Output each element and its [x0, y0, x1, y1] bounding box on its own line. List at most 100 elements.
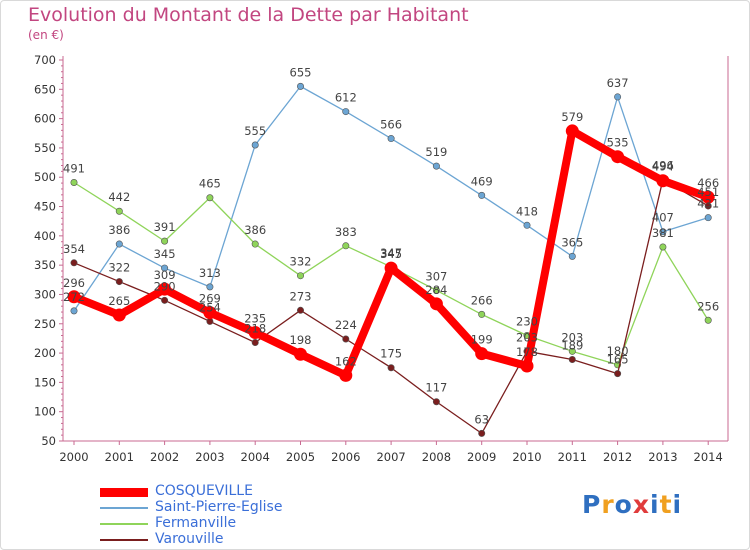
x-tick-label: 2003	[195, 450, 224, 464]
data-label: 224	[335, 318, 357, 332]
x-tick-label: 2002	[150, 450, 179, 464]
data-point	[115, 240, 123, 248]
data-point	[387, 364, 395, 372]
data-label: 203	[561, 330, 583, 344]
legend-label: COSQUEVILLE	[155, 483, 253, 499]
data-point	[659, 228, 667, 236]
chart-title: Evolution du Montant de la Dette par Hab…	[28, 4, 469, 26]
data-point	[523, 221, 531, 229]
data-point	[296, 82, 304, 90]
data-label: 63	[474, 412, 489, 426]
data-label: 199	[471, 333, 493, 347]
y-tick-label: 600	[34, 112, 56, 126]
data-point	[432, 162, 440, 170]
logo-letter: P	[582, 490, 602, 519]
data-label: 198	[290, 333, 312, 347]
data-label: 265	[108, 294, 130, 308]
data-label: 273	[290, 289, 312, 303]
data-point	[614, 93, 622, 101]
data-point	[296, 272, 304, 280]
data-point	[568, 356, 576, 364]
data-label: 655	[290, 65, 312, 79]
data-label: 496	[652, 159, 674, 173]
legend-swatch	[100, 523, 148, 525]
series-layer	[67, 82, 715, 437]
data-point	[565, 124, 579, 138]
y-tick-label: 650	[34, 82, 56, 96]
data-point	[614, 370, 622, 378]
x-tick-label: 2001	[105, 450, 134, 464]
data-point	[161, 296, 169, 304]
data-point	[704, 316, 712, 324]
y-tick-label: 450	[34, 200, 56, 214]
data-point	[70, 307, 78, 315]
y-tick-label: 700	[34, 53, 56, 67]
data-point	[251, 339, 259, 347]
chart-axes: 50 100 150 200 250 300 350 400 450 500 550 600 650 70…	[34, 53, 729, 464]
data-label: 307	[425, 269, 447, 283]
data-label: 386	[108, 223, 130, 237]
data-label: 637	[607, 76, 629, 90]
data-label: 494	[652, 160, 674, 174]
logo-letter: i	[650, 490, 660, 519]
logo-letter: i	[672, 490, 683, 519]
data-point	[342, 108, 350, 116]
data-point	[206, 317, 214, 325]
data-point	[115, 207, 123, 215]
data-point	[294, 347, 307, 361]
data-label: 254	[199, 300, 221, 314]
data-point	[67, 290, 81, 304]
data-point	[115, 278, 123, 286]
data-label: 391	[154, 220, 176, 234]
chart-subtitle: (en €)	[28, 28, 64, 42]
data-label: 381	[652, 226, 674, 240]
data-point	[251, 141, 259, 149]
data-label: 290	[154, 279, 176, 293]
data-label: 418	[516, 204, 538, 218]
data-label: 519	[425, 145, 447, 159]
data-label: 235	[244, 312, 266, 326]
data-label: 284	[425, 283, 447, 297]
data-label: 347	[380, 246, 402, 260]
legend-label: Saint-Pierre-Eglise	[155, 499, 283, 515]
data-point	[568, 347, 576, 355]
data-label: 345	[154, 247, 176, 261]
y-tick-label: 150	[34, 375, 56, 389]
logo-letter: x	[632, 490, 650, 519]
data-point	[475, 347, 489, 361]
data-label: 266	[471, 293, 493, 307]
data-label: 407	[652, 211, 674, 225]
proxiti-logo: Proxiti	[582, 490, 682, 519]
data-label: 309	[154, 268, 176, 282]
y-tick-label: 400	[34, 229, 56, 243]
data-label: 203	[516, 330, 538, 344]
data-label: 175	[380, 347, 402, 361]
data-label: 491	[63, 162, 85, 176]
data-point	[384, 261, 398, 275]
x-tick-label: 2007	[376, 450, 405, 464]
data-point	[342, 335, 350, 343]
data-label: 162	[335, 354, 357, 368]
data-label: 189	[561, 339, 583, 353]
data-label: 469	[471, 174, 493, 188]
data-point	[112, 308, 126, 322]
data-point	[206, 283, 214, 291]
data-label: 383	[335, 225, 357, 239]
logo-letter: t	[659, 490, 673, 519]
data-point	[659, 243, 667, 251]
data-point	[206, 194, 214, 202]
y-tick-label: 300	[34, 287, 56, 301]
data-point	[70, 179, 78, 187]
data-point	[251, 240, 259, 248]
data-label: 354	[63, 242, 85, 256]
x-tick-label: 2006	[331, 450, 360, 464]
data-point	[656, 174, 670, 188]
series-line-varouville	[73, 178, 709, 435]
data-point	[478, 191, 486, 199]
data-point	[387, 135, 395, 143]
data-point	[203, 306, 217, 320]
x-tick-label: 2005	[286, 450, 315, 464]
data-label: 535	[607, 136, 629, 150]
